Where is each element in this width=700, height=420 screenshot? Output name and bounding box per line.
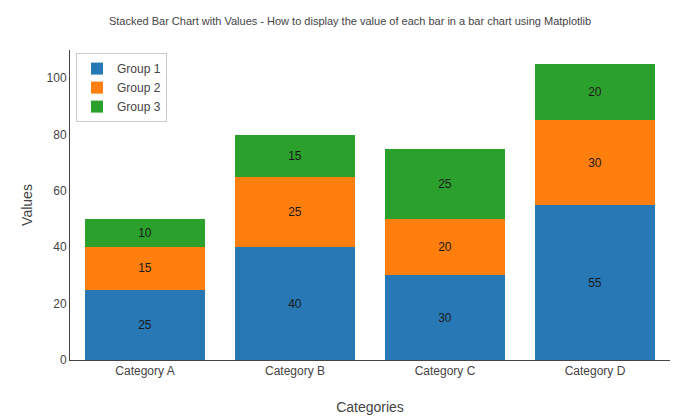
svg-text:Group 1: Group 1 [117, 62, 161, 76]
svg-text:20: 20 [438, 240, 452, 254]
svg-text:Group 3: Group 3 [117, 100, 161, 114]
svg-text:Category D: Category D [565, 364, 626, 378]
svg-text:30: 30 [438, 311, 452, 325]
svg-text:25: 25 [288, 205, 302, 219]
svg-text:Category A: Category A [115, 364, 174, 378]
svg-text:60: 60 [53, 184, 67, 198]
svg-text:15: 15 [288, 149, 302, 163]
svg-text:25: 25 [138, 318, 152, 332]
svg-text:25: 25 [438, 177, 452, 191]
svg-text:20: 20 [588, 85, 602, 99]
svg-text:Stacked Bar Chart with Values: Stacked Bar Chart with Values - How to d… [109, 15, 591, 27]
svg-text:Category B: Category B [265, 364, 325, 378]
svg-text:15: 15 [138, 261, 152, 275]
svg-text:30: 30 [588, 156, 602, 170]
svg-text:0: 0 [60, 353, 67, 367]
svg-text:10: 10 [138, 226, 152, 240]
svg-text:20: 20 [53, 297, 67, 311]
svg-text:Group 2: Group 2 [117, 81, 161, 95]
svg-text:Values: Values [19, 184, 35, 226]
svg-text:55: 55 [588, 276, 602, 290]
svg-text:40: 40 [288, 297, 302, 311]
svg-text:40: 40 [53, 240, 67, 254]
svg-text:Category C: Category C [415, 364, 476, 378]
svg-text:Categories: Categories [336, 399, 404, 415]
svg-text:100: 100 [47, 71, 67, 85]
svg-text:80: 80 [53, 128, 67, 142]
